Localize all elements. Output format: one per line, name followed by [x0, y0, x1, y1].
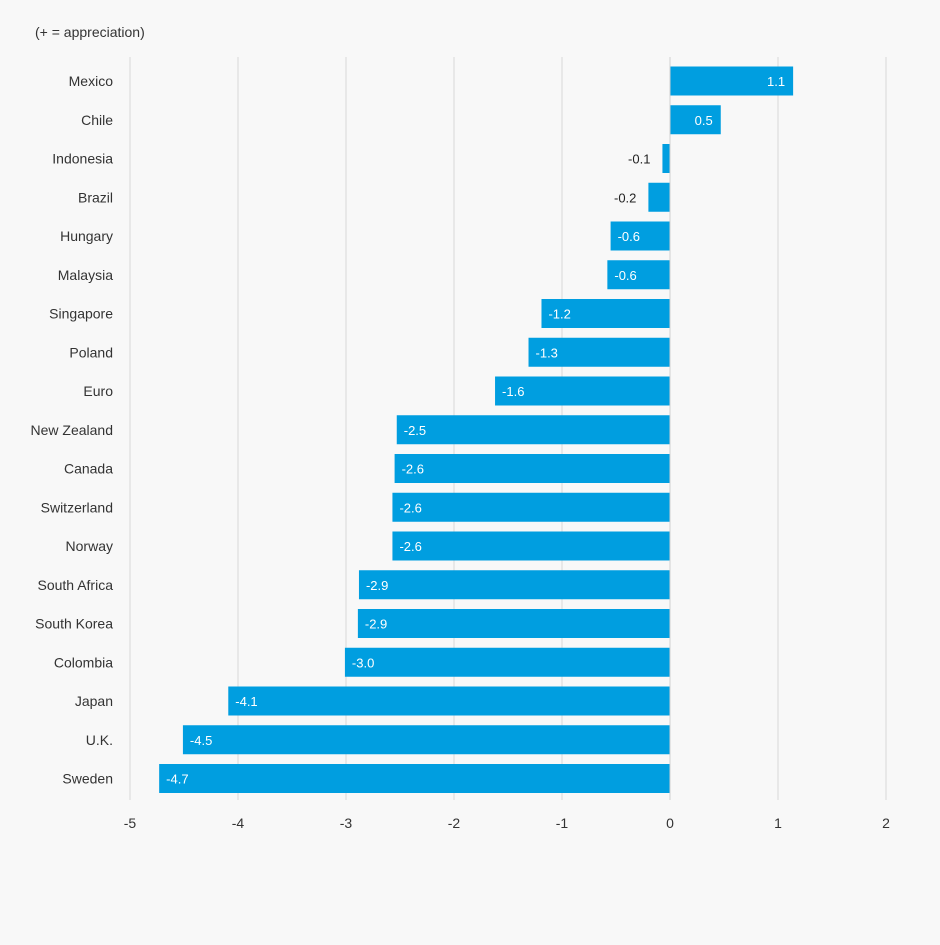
- value-label: -1.6: [502, 384, 524, 399]
- x-tick-label: 2: [882, 815, 890, 831]
- category-label: Indonesia: [52, 151, 113, 167]
- bar: [358, 570, 670, 600]
- category-label: Sweden: [62, 771, 113, 787]
- value-label: 0.5: [695, 113, 713, 128]
- bar: [528, 337, 670, 367]
- bar: [607, 260, 670, 290]
- category-label: Canada: [64, 461, 113, 477]
- category-labels: Mexico Chile Indonesia Brazil Hungary Malaysi…: [31, 73, 114, 787]
- bars: [159, 66, 794, 793]
- value-label: -3.0: [352, 655, 374, 670]
- value-label: -2.5: [404, 423, 426, 438]
- chart-note: (+ = appreciation): [35, 24, 145, 40]
- bar: [541, 299, 670, 328]
- category-label: Japan: [75, 693, 113, 709]
- category-label: Colombia: [54, 654, 113, 670]
- category-label: Malaysia: [58, 267, 113, 283]
- x-tick-labels: -5 -4 -3 -2 -1 0 1 2: [124, 815, 890, 831]
- bar: [670, 105, 721, 135]
- category-label: New Zealand: [31, 422, 114, 438]
- value-label: -0.6: [618, 229, 640, 244]
- bar: [344, 647, 670, 677]
- x-tick-label: 1: [774, 815, 782, 831]
- x-tick-label: 0: [666, 815, 674, 831]
- x-tick-label: -5: [124, 815, 137, 831]
- category-label: Brazil: [78, 189, 113, 205]
- value-label: -1.3: [536, 345, 558, 360]
- bar: [394, 454, 670, 483]
- bar: [392, 531, 670, 561]
- value-label: -4.7: [166, 772, 188, 787]
- x-tick-label: -1: [556, 815, 569, 831]
- value-label: -2.9: [365, 617, 387, 632]
- value-label: -0.1: [628, 152, 650, 167]
- bar: [392, 492, 670, 522]
- value-label: -2.9: [366, 578, 388, 593]
- bar: [495, 376, 670, 406]
- value-label: -4.1: [235, 694, 257, 709]
- value-label: -2.6: [399, 500, 421, 515]
- category-label: South Korea: [35, 616, 113, 632]
- value-label: -2.6: [399, 539, 421, 554]
- category-label: Singapore: [49, 306, 113, 322]
- bar: [670, 66, 794, 96]
- category-label: Norway: [66, 538, 113, 554]
- bar: [182, 725, 671, 755]
- bar: [228, 686, 670, 716]
- x-tick-label: -3: [340, 815, 353, 831]
- x-tick-label: -4: [232, 815, 245, 831]
- value-label: -1.2: [548, 307, 570, 322]
- bar: [159, 764, 670, 793]
- category-label: Hungary: [60, 228, 113, 244]
- category-label: Chile: [81, 112, 113, 128]
- category-label: Switzerland: [41, 499, 113, 515]
- bar: [396, 415, 670, 445]
- category-label: Mexico: [69, 73, 114, 89]
- value-label: -2.6: [402, 462, 424, 477]
- value-label: 1.1: [767, 74, 785, 89]
- bar: [357, 609, 670, 638]
- category-label: U.K.: [86, 732, 113, 748]
- x-tick-label: -2: [448, 815, 461, 831]
- value-label: -4.5: [190, 733, 212, 748]
- value-label: -0.6: [614, 268, 636, 283]
- category-label: Euro: [83, 383, 113, 399]
- category-label: South Africa: [38, 577, 114, 593]
- value-labels: 1.1 0.5 -0.1 -0.2 -0.6 -0.6 -1.2 -1.3 -1.6 -2.5 -2…: [166, 74, 785, 787]
- bar: [648, 182, 670, 212]
- bar: [662, 144, 670, 173]
- value-label: -0.2: [614, 190, 636, 205]
- category-label: Poland: [69, 344, 113, 360]
- bar: [610, 221, 670, 251]
